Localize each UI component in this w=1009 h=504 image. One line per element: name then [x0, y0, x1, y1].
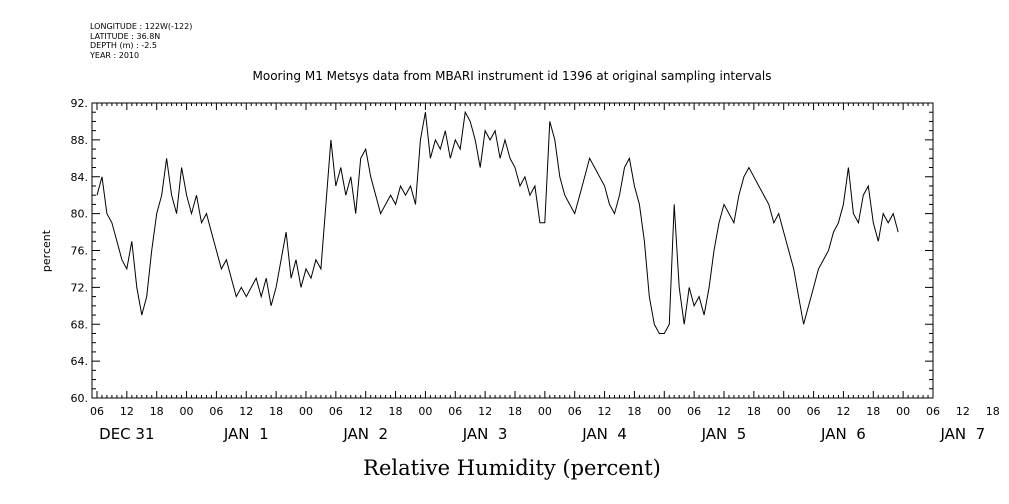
x-hour-label: 12 [478, 405, 492, 418]
x-hour-label: 06 [90, 405, 104, 418]
x-hour-label: 18 [747, 405, 761, 418]
metadata-block: LONGITUDE : 122W(-122) LATITUDE : 36.8N … [90, 22, 192, 60]
x-hour-label: 18 [269, 405, 283, 418]
x-day-label: DEC 31 [99, 425, 154, 443]
x-hour-label: 12 [359, 405, 373, 418]
y-tick-label: 92. [71, 97, 89, 110]
plot-title: Mooring M1 Metsys data from MBARI instru… [253, 69, 772, 83]
x-hour-label: 12 [956, 405, 970, 418]
x-day-label: JAN 6 [820, 425, 866, 443]
y-tick-label: 84. [71, 171, 89, 184]
y-tick-label: 80. [71, 208, 89, 221]
x-hour-label: 06 [448, 405, 462, 418]
y-axis: 60. 64. 68. 72. 76. 80. 84. 88. 92. [71, 97, 933, 405]
x-day-label: JAN 3 [462, 425, 508, 443]
x-hour-label: 12 [120, 405, 134, 418]
x-day-label: JAN 5 [701, 425, 747, 443]
x-hour-label: 12 [836, 405, 850, 418]
x-hour-label: 00 [896, 405, 910, 418]
x-hour-label: 18 [508, 405, 522, 418]
x-hour-label: 00 [418, 405, 432, 418]
y-tick-label: 68. [71, 318, 89, 331]
x-hour-label: 12 [598, 405, 612, 418]
x-hour-label: 00 [299, 405, 313, 418]
x-hour-label: 12 [239, 405, 253, 418]
depth-text: DEPTH (m) : -2.5 [90, 41, 157, 50]
x-hour-label: 00 [538, 405, 552, 418]
x-hour-label: 06 [926, 405, 940, 418]
y-tick-label: 76. [71, 245, 89, 258]
x-hour-label: 18 [866, 405, 880, 418]
y-tick-label: 64. [71, 355, 89, 368]
humidity-series-line [96, 110, 899, 334]
x-day-label: JAN 4 [581, 425, 627, 443]
x-axis-label: Relative Humidity (percent) [363, 456, 661, 480]
y-tick-label: 60. [71, 392, 89, 405]
x-hour-label: 00 [180, 405, 194, 418]
x-hour-label: 00 [657, 405, 671, 418]
x-hour-label: 06 [687, 405, 701, 418]
x-hour-label: 18 [986, 405, 1000, 418]
x-hour-label: 18 [389, 405, 403, 418]
x-hour-label: 12 [717, 405, 731, 418]
latitude-text: LATITUDE : 36.8N [90, 31, 161, 41]
x-axis: 06 12 18 00 06 12 18 00 06 12 18 00 06 12 18 00 06 12 18 00… [90, 103, 1000, 443]
x-hour-label: 06 [209, 405, 223, 418]
x-hour-label: 00 [777, 405, 791, 418]
y-tick-label: 72. [71, 281, 89, 294]
x-hour-label: 06 [807, 405, 821, 418]
x-hour-label: 18 [627, 405, 641, 418]
x-hour-label: 18 [150, 405, 164, 418]
x-hour-label: 06 [329, 405, 343, 418]
x-day-label: JAN 7 [939, 425, 985, 443]
x-day-label: JAN 2 [342, 425, 388, 443]
longitude-text: LONGITUDE : 122W(-122) [90, 22, 193, 31]
plot-frame [91, 102, 934, 399]
x-hour-label: 06 [568, 405, 582, 418]
x-day-label: JAN 1 [223, 425, 269, 443]
year-text: YEAR : 2010 [90, 50, 140, 60]
y-tick-label: 88. [71, 134, 89, 147]
y-axis-label: percent [40, 229, 53, 272]
